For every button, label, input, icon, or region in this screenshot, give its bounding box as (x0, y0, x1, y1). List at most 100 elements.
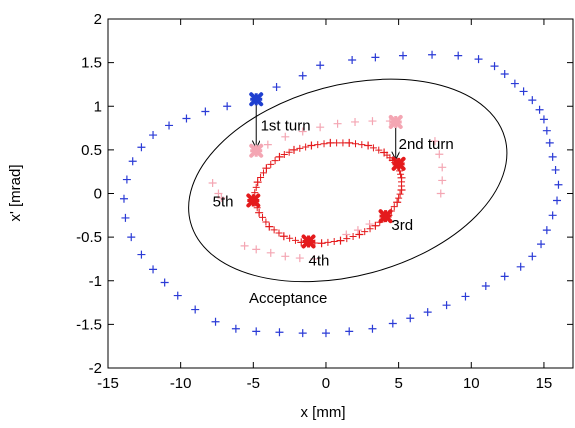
outer-track-point (548, 152, 557, 161)
x-tick-label: -15 (97, 375, 119, 392)
inner-track-point (355, 230, 364, 239)
ghost-track-point (214, 189, 223, 198)
outer-track-point (127, 233, 136, 242)
outer-track-point (551, 165, 560, 174)
outer-track-point (500, 272, 509, 281)
ghost-track-point (310, 254, 319, 263)
outer-track-point (519, 87, 528, 96)
inner-track-point (275, 229, 283, 237)
annotation-label: 3rd (391, 217, 413, 234)
inner-track-point (369, 144, 377, 152)
outer-track-point (345, 327, 354, 336)
acceptance-ellipse (188, 78, 508, 283)
inner-track-point (255, 208, 264, 217)
inner-track-point (330, 237, 338, 245)
y-tick-label: -1 (89, 273, 102, 290)
inner-track-point (290, 145, 298, 154)
inner-track-point (364, 141, 373, 150)
inner-track-point (291, 236, 299, 244)
turn-marker (379, 210, 392, 223)
outer-track-point (553, 196, 562, 205)
inner-track-point (279, 232, 288, 241)
outer-track-point (252, 327, 261, 336)
inner-track-point (265, 222, 274, 231)
ghost-marker (389, 115, 402, 128)
ghost-track-point (351, 117, 360, 126)
outer-track-point (348, 56, 357, 65)
y-tick-label: 0.5 (81, 142, 102, 159)
annotation-label: Acceptance (249, 290, 327, 307)
y-tick-label: 0 (94, 186, 102, 203)
inner-track-point (257, 174, 265, 182)
outer-track-point (231, 324, 240, 333)
inner-track-point (390, 203, 398, 211)
outer-track-point (406, 314, 415, 323)
outer-track-point (368, 324, 377, 333)
ghost-track-point (217, 193, 226, 202)
ghost-track-point (298, 127, 307, 136)
outer-track-point (528, 252, 537, 261)
x-tick-label: 0 (322, 375, 330, 392)
inner-track-point (270, 226, 278, 234)
turn-marker (247, 194, 260, 207)
inner-track-point (275, 152, 284, 161)
outer-track-point (119, 194, 128, 203)
outer-track-point (423, 308, 432, 317)
plot-area: 1st turn 2nd turn 3rd 4th 5th Acceptance (107, 18, 574, 369)
outer-track-point (461, 292, 470, 301)
y-tick-label: 1 (94, 98, 102, 115)
inner-track-point (253, 178, 262, 187)
ghost-track-point (436, 189, 445, 198)
inner-track-point (262, 164, 271, 173)
inner-track-point (336, 236, 345, 245)
outer-track-point (121, 213, 130, 222)
inner-track-point (358, 141, 366, 149)
outer-track-point (149, 265, 158, 274)
y-tick-label: -0.5 (76, 229, 102, 246)
inner-track-point (285, 148, 293, 156)
inner-track-point (398, 182, 406, 190)
outer-track-point (201, 107, 210, 116)
y-tick-label: -2 (89, 360, 102, 377)
outer-track-point (316, 61, 325, 70)
outer-track-point (428, 50, 437, 59)
outer-track-point (454, 51, 463, 60)
outer-track-point (510, 79, 519, 88)
outer-track-point (442, 301, 451, 310)
y-tick-label: 1.5 (81, 55, 102, 72)
ghost-track-point (281, 132, 290, 141)
ghost-track-point (316, 123, 325, 132)
outer-track-point (371, 53, 380, 62)
x-tick-label: 15 (536, 375, 553, 392)
outer-track-point (160, 278, 169, 287)
ghost-track-point (438, 163, 447, 172)
outer-track-point (149, 131, 158, 140)
plot-frame (107, 18, 574, 369)
outer-track-point (165, 121, 174, 130)
outer-track-point (137, 143, 146, 152)
outer-track-point (137, 250, 146, 259)
inner-track-point (326, 138, 335, 147)
ghost-track-point (266, 248, 275, 257)
y-tick-label: -1.5 (76, 316, 102, 333)
inner-track-point (259, 169, 267, 177)
inner-track-point (267, 160, 275, 168)
annotation-label: 2nd turn (399, 136, 454, 153)
inner-track-point (320, 140, 328, 148)
outer-track-point (545, 138, 554, 147)
inner-track-point (271, 157, 279, 165)
inner-track-point (375, 146, 383, 154)
ghost-track-point (353, 226, 362, 235)
inner-track-point (296, 144, 304, 152)
ghost-track-point (430, 137, 439, 146)
outer-track-point (539, 115, 548, 124)
outer-track-point (542, 226, 551, 235)
annotation-label: 5th (213, 193, 234, 210)
ghost-track-point (240, 241, 249, 250)
inner-track-point (280, 151, 288, 159)
ghost-track-point (333, 119, 342, 128)
inner-track-point (393, 198, 402, 207)
outer-track-point (500, 69, 509, 78)
x-tick-label: -5 (247, 375, 260, 392)
ghost-track-point (252, 245, 261, 254)
